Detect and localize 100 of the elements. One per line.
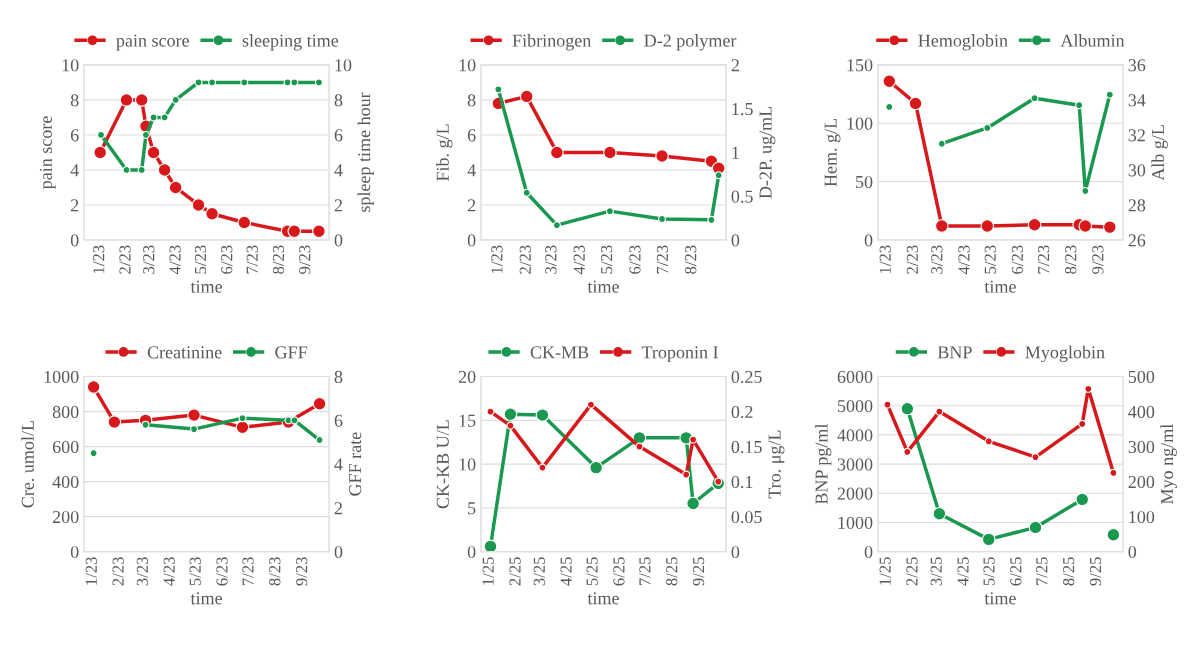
point xyxy=(237,215,252,230)
x-tick-label: 7/25 xyxy=(1036,557,1048,586)
x-tick-label: 7/25 xyxy=(639,557,651,586)
point xyxy=(1075,492,1090,507)
y2-tick-label: 10 xyxy=(335,59,352,72)
x-tick-label: 8/25 xyxy=(666,557,678,586)
x-axis-title: time xyxy=(984,280,1016,293)
point xyxy=(1109,468,1118,477)
y-tick-label: 400 xyxy=(52,475,79,489)
y2-tick-label: 0 xyxy=(334,545,343,559)
y2-tick-label: 4 xyxy=(334,458,343,471)
x-tick-label: 6/25 xyxy=(1010,557,1022,586)
point xyxy=(714,171,723,180)
y2-tick-label: 200 xyxy=(1128,475,1155,489)
x-tick-label: 2/23 xyxy=(119,245,131,274)
point xyxy=(984,437,993,446)
legend-label: Albumin xyxy=(1060,34,1125,47)
x-tick-label: 1/25 xyxy=(482,557,494,585)
point xyxy=(312,224,326,239)
y2-axis-title: D-2P. ug/mL xyxy=(759,106,776,199)
y2-tick-label: 1 xyxy=(732,146,739,159)
y2-tick-label: 32 xyxy=(1128,129,1145,142)
x-tick-label: 2/25 xyxy=(509,557,521,586)
x-tick-label: 1/23 xyxy=(879,245,891,274)
point xyxy=(934,219,949,233)
point xyxy=(882,74,897,89)
point xyxy=(903,447,912,456)
y-tick-label: 6000 xyxy=(837,370,873,383)
x-axis-title: time xyxy=(587,592,619,605)
x-tick-label: 6/25 xyxy=(613,557,625,586)
point xyxy=(1030,94,1039,103)
point xyxy=(238,414,247,423)
y-tick-label: 3000 xyxy=(837,458,873,471)
y2-tick-label: 300 xyxy=(1128,440,1155,454)
x-tick-label: 8/23 xyxy=(685,245,697,274)
point xyxy=(980,219,995,233)
x-tick-label: 6/23 xyxy=(216,557,228,586)
point xyxy=(586,400,595,409)
y2-tick-label: 34 xyxy=(1128,94,1146,107)
y2-axis-title: GFF rate xyxy=(349,432,362,496)
y2-tick-label: 0 xyxy=(1128,545,1137,559)
y2-axis-title: spleep time hour xyxy=(357,92,374,212)
x-tick-label: 7/23 xyxy=(246,245,258,274)
x-tick-label: 3/25 xyxy=(533,557,545,586)
point xyxy=(240,78,249,87)
y-tick-label: 10 xyxy=(459,59,476,72)
x-tick-label: 2/23 xyxy=(906,245,918,274)
y2-tick-label: 0.2 xyxy=(731,405,753,419)
y2-tick-label: 0.5 xyxy=(731,190,753,203)
y-tick-label: 6 xyxy=(467,129,476,142)
y-axis-title: CK-KB U/L xyxy=(436,420,449,509)
x-axis-title: time xyxy=(984,592,1016,605)
y2-axis-title: Tro. μg/L xyxy=(768,430,785,499)
x-tick-label: 8/23 xyxy=(1065,245,1077,274)
y-tick-label: 10 xyxy=(62,59,79,72)
x-tick-label: 3/23 xyxy=(931,245,943,274)
legend-label: GFF xyxy=(275,346,308,359)
x-tick-label: 3/23 xyxy=(136,557,148,586)
y2-tick-label: 500 xyxy=(1128,370,1155,383)
y2-tick-label: 26 xyxy=(1128,234,1146,247)
legend-label: Myoglobin xyxy=(1025,345,1105,363)
y2-tick-label: 6 xyxy=(334,414,343,427)
y-tick-label: 4 xyxy=(70,164,79,177)
point xyxy=(1106,527,1121,542)
point xyxy=(983,123,992,132)
point xyxy=(157,163,172,177)
point xyxy=(187,408,201,422)
x-tick-label: 4/23 xyxy=(163,557,175,586)
point xyxy=(519,89,534,104)
x-axis-title: time xyxy=(587,280,619,293)
point xyxy=(93,145,107,160)
x-tick-label: 5/25 xyxy=(586,557,598,586)
y-tick-label: 800 xyxy=(52,405,79,419)
x-tick-label: 2/23 xyxy=(112,557,124,586)
point xyxy=(908,96,923,111)
y-tick-label: 20 xyxy=(458,370,476,383)
x-tick-label: 6/23 xyxy=(1011,245,1023,274)
point xyxy=(235,420,250,435)
point xyxy=(885,102,894,111)
point xyxy=(86,380,101,394)
point xyxy=(1081,186,1090,195)
x-tick-label: 1/23 xyxy=(85,557,97,585)
point xyxy=(981,532,996,547)
y2-tick-label: 0 xyxy=(731,545,740,559)
point xyxy=(290,78,299,87)
y-tick-label: 6 xyxy=(70,129,79,142)
point xyxy=(1084,384,1093,393)
x-tick-label: 5/23 xyxy=(601,245,613,274)
legend-label: Fibrinogen xyxy=(512,34,592,51)
x-tick-label: 3/23 xyxy=(545,245,557,274)
point xyxy=(208,78,217,87)
x-tick-label: 4/25 xyxy=(957,557,969,586)
point xyxy=(935,407,944,416)
y2-tick-label: 1.5 xyxy=(732,103,753,116)
point xyxy=(900,401,915,416)
point xyxy=(122,165,131,174)
y2-tick-label: 400 xyxy=(1128,405,1155,419)
y-tick-label: 600 xyxy=(52,440,79,454)
x-tick-label: 6/23 xyxy=(629,245,641,274)
x-tick-label: 4/23 xyxy=(573,245,585,275)
